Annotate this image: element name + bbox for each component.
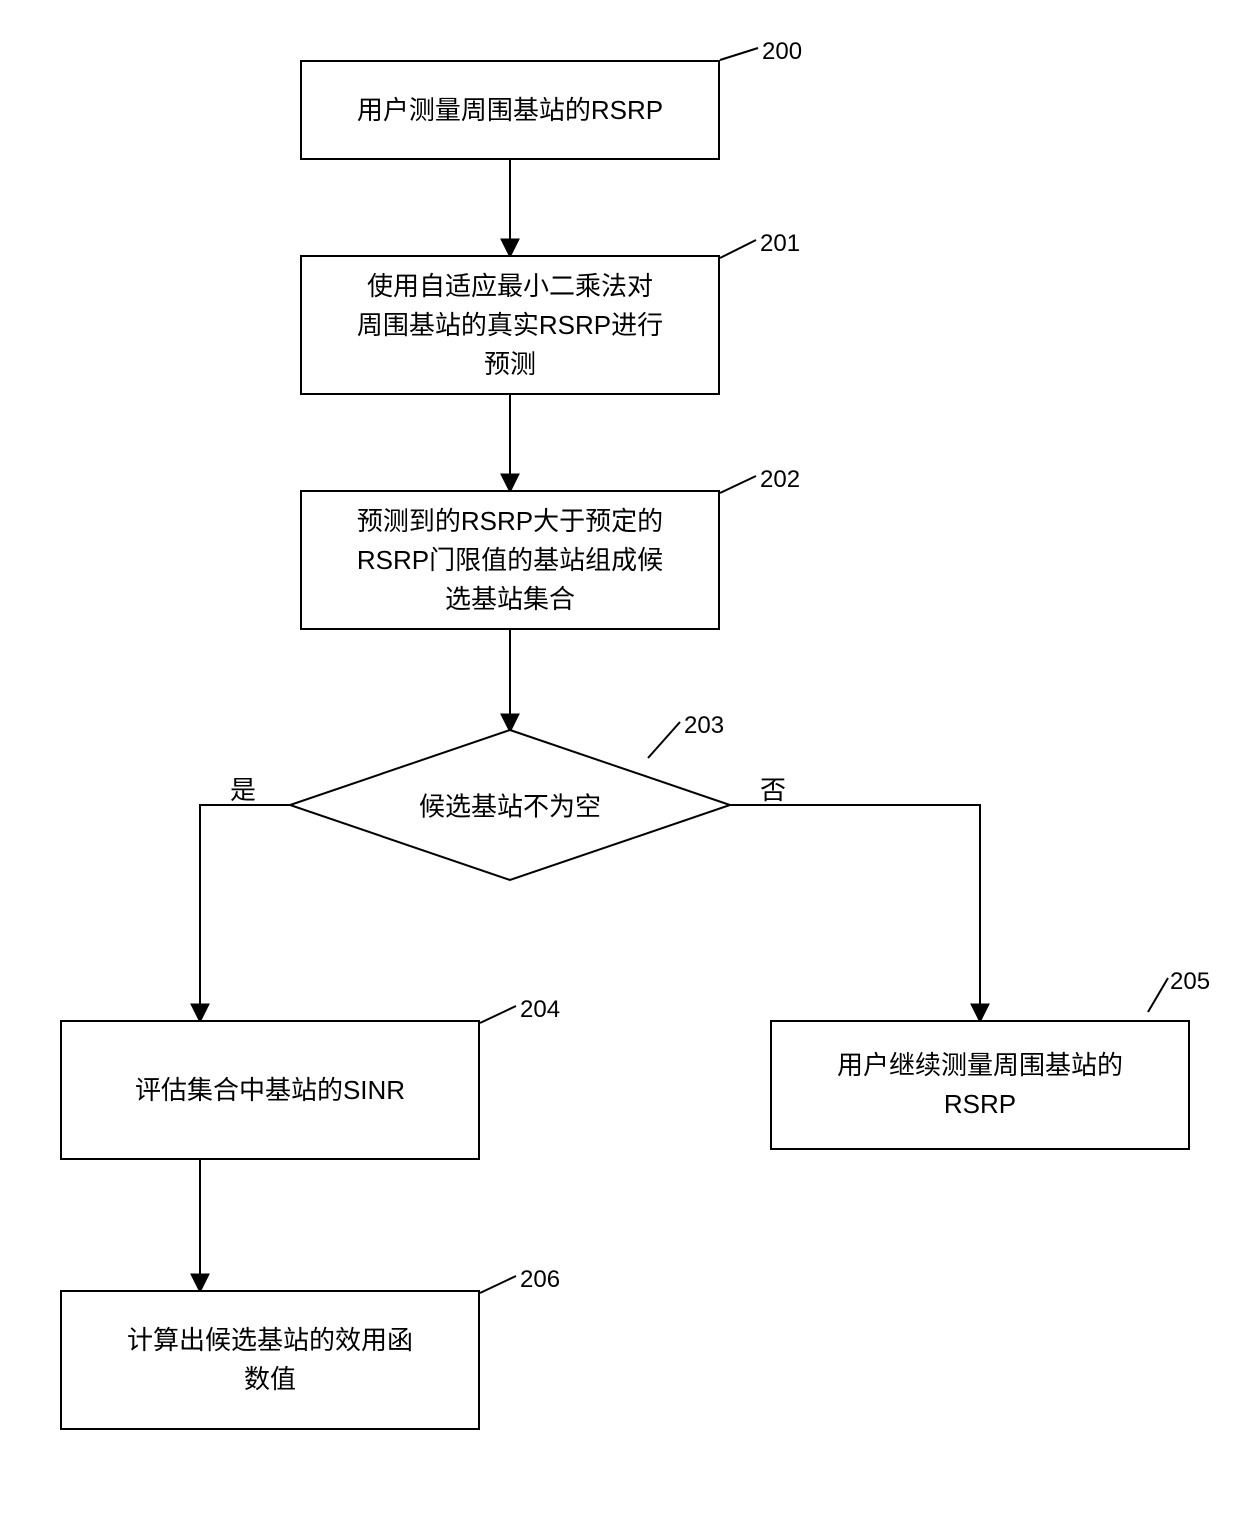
ref-label-203: 203 xyxy=(684,712,724,740)
ref-label-202: 202 xyxy=(760,466,800,494)
node-text: 用户继续测量周围基站的RSRP xyxy=(837,1046,1123,1124)
flow-decision-203: 候选基站不为空 xyxy=(290,730,730,880)
ref-label-200: 200 xyxy=(762,38,802,66)
flow-node-206: 计算出候选基站的效用函数值 xyxy=(60,1290,480,1430)
ref-label-204: 204 xyxy=(520,996,560,1024)
ref-label-206: 206 xyxy=(520,1266,560,1294)
node-text: 计算出候选基站的效用函数值 xyxy=(127,1321,413,1399)
node-text: 评估集合中基站的SINR xyxy=(135,1071,405,1110)
node-text: 使用自适应最小二乘法对周围基站的真实RSRP进行预测 xyxy=(357,267,663,384)
edge-label-yes: 是 xyxy=(230,770,256,807)
flow-node-201: 使用自适应最小二乘法对周围基站的真实RSRP进行预测 xyxy=(300,255,720,395)
node-text: 候选基站不为空 xyxy=(419,792,601,822)
flow-node-202: 预测到的RSRP大于预定的RSRP门限值的基站组成候选基站集合 xyxy=(300,490,720,630)
ref-label-205: 205 xyxy=(1170,968,1210,996)
flow-node-200: 用户测量周围基站的RSRP xyxy=(300,60,720,160)
node-text: 预测到的RSRP大于预定的RSRP门限值的基站组成候选基站集合 xyxy=(357,502,663,619)
ref-label-201: 201 xyxy=(760,230,800,258)
flow-node-205: 用户继续测量周围基站的RSRP xyxy=(770,1020,1190,1150)
node-text: 用户测量周围基站的RSRP xyxy=(357,91,663,130)
edge-label-no: 否 xyxy=(760,770,786,807)
flow-node-204: 评估集合中基站的SINR xyxy=(60,1020,480,1160)
